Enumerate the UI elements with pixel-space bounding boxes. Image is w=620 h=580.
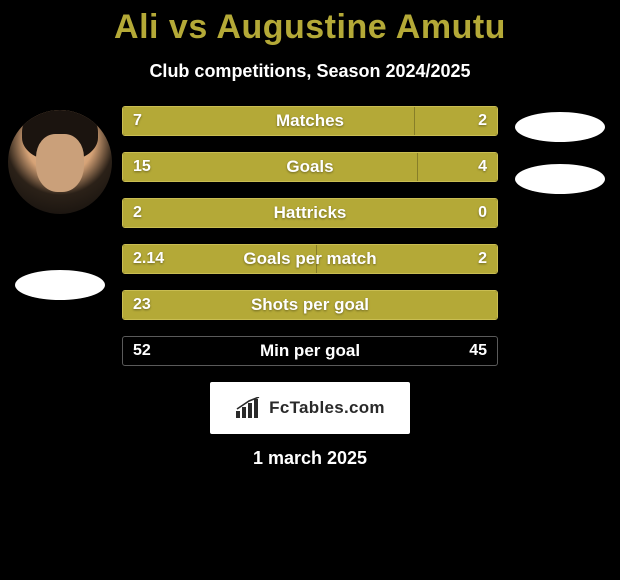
stat-bar: Shots per goal23	[122, 290, 498, 320]
stat-right-value: 45	[469, 337, 487, 365]
subtitle: Club competitions, Season 2024/2025	[0, 61, 620, 82]
stat-bar-right-fill	[418, 153, 497, 181]
brand-text: FcTables.com	[269, 398, 385, 418]
stat-bar-left-fill	[123, 153, 418, 181]
stat-bar: Min per goal52 45	[122, 336, 498, 366]
stats-col: Matches72 Goals154 Hattricks20 Goals per ma…	[120, 102, 500, 366]
stat-left-value: 52	[133, 337, 151, 365]
stat-bar: Matches72	[122, 106, 498, 136]
stat-bar-right-fill	[415, 107, 497, 135]
stat-label: Min per goal	[123, 337, 497, 365]
stat-bar: Goals per match2.142	[122, 244, 498, 274]
stat-bar: Goals154	[122, 152, 498, 182]
stat-bar-left-fill	[123, 107, 415, 135]
chart-icon	[235, 397, 263, 419]
stat-bar-left-fill	[123, 245, 317, 273]
page-title: Ali vs Augustine Amutu	[0, 8, 620, 47]
avatar-face	[36, 134, 84, 192]
player1-avatar	[8, 110, 112, 214]
stat-bar-left-fill	[123, 199, 497, 227]
player2-club-logo-2	[515, 164, 605, 194]
comparison-card: Ali vs Augustine Amutu Club competitions…	[0, 0, 620, 469]
stat-bar-right-fill	[317, 245, 497, 273]
brand-badge[interactable]: FcTables.com	[210, 382, 410, 434]
player2-club-logo-1	[515, 112, 605, 142]
body-row: Matches72 Goals154 Hattricks20 Goals per ma…	[0, 102, 620, 366]
right-player-col	[500, 102, 620, 194]
left-player-col	[0, 102, 120, 300]
stat-bar-left-fill	[123, 291, 497, 319]
stat-bar: Hattricks20	[122, 198, 498, 228]
player1-club-logo	[15, 270, 105, 300]
footer-date: 1 march 2025	[0, 448, 620, 469]
